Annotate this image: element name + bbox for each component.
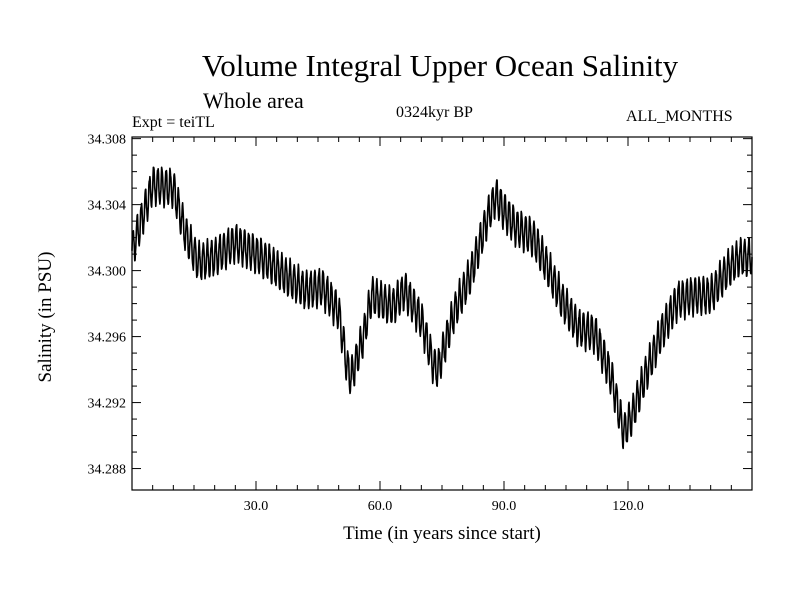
x-tick-label: 120.0 bbox=[612, 499, 644, 514]
period-label: 0324kyr BP bbox=[396, 104, 473, 121]
x-axis-label: Time (in years since start) bbox=[343, 523, 541, 544]
months-label: ALL_MONTHS bbox=[626, 108, 733, 125]
plot-frame bbox=[131, 136, 753, 491]
x-tick-label: 90.0 bbox=[492, 499, 517, 514]
y-tick-label: 34.304 bbox=[88, 199, 127, 214]
experiment-label: Expt = teiTL bbox=[132, 114, 215, 131]
chart-title: Volume Integral Upper Ocean Salinity bbox=[201, 48, 679, 83]
tick-labels: 30.0 60.0 90.0 120.0 34.288 34.292 34.296 34.30… bbox=[88, 133, 644, 514]
y-tick-label: 34.300 bbox=[88, 265, 127, 280]
x-tick-label: 30.0 bbox=[244, 499, 269, 514]
salinity-series-line bbox=[131, 166, 753, 450]
y-tick-label: 34.296 bbox=[88, 331, 127, 346]
axis-ticks bbox=[132, 137, 752, 490]
y-tick-label: 34.288 bbox=[88, 463, 127, 478]
chart-subtitle: Whole area bbox=[203, 88, 304, 113]
y-tick-label: 34.292 bbox=[88, 397, 127, 412]
y-tick-label: 34.308 bbox=[88, 133, 127, 148]
x-tick-label: 60.0 bbox=[368, 499, 393, 514]
